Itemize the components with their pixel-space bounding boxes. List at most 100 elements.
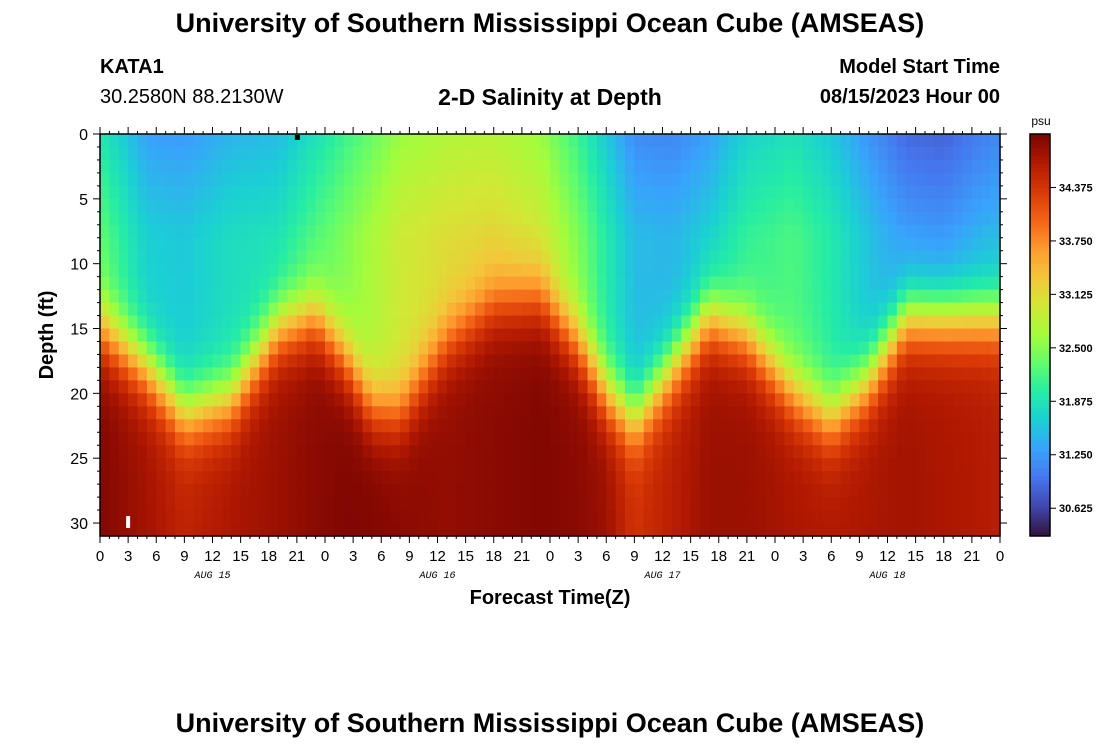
heatmap-cell xyxy=(784,471,795,485)
heatmap-cell xyxy=(587,419,598,433)
heatmap-cell xyxy=(371,211,382,226)
heatmap-cell xyxy=(756,289,767,304)
heatmap-cell xyxy=(428,237,439,252)
heatmap-cell xyxy=(175,510,185,524)
heatmap-cell xyxy=(343,302,354,317)
heatmap-cell xyxy=(531,445,542,459)
heatmap-cell xyxy=(953,471,964,485)
heatmap-cell xyxy=(700,458,710,472)
heatmap-cell xyxy=(343,159,354,174)
heatmap-cell xyxy=(934,302,945,317)
heatmap-cell xyxy=(381,315,392,330)
heatmap-cell xyxy=(550,237,560,252)
heatmap-cell xyxy=(540,419,551,433)
heatmap-cell xyxy=(353,432,364,446)
heatmap-cell xyxy=(718,289,729,304)
heatmap-cell xyxy=(662,497,673,511)
heatmap-cell xyxy=(250,250,260,265)
heatmap-cell xyxy=(512,354,523,369)
heatmap-cell xyxy=(390,315,401,330)
heatmap-cell xyxy=(925,263,935,278)
heatmap-cell xyxy=(212,146,223,161)
heatmap-cell xyxy=(212,172,223,187)
heatmap-cell xyxy=(906,289,917,304)
heatmap-cell xyxy=(250,185,260,200)
heatmap-cell xyxy=(915,497,926,511)
heatmap-cell xyxy=(250,172,260,187)
x-tick-label: 9 xyxy=(405,548,413,565)
heatmap-cell xyxy=(925,523,935,537)
heatmap-cell xyxy=(568,419,579,433)
heatmap-cell xyxy=(859,276,870,291)
heatmap-cell xyxy=(821,146,832,161)
heatmap-cell xyxy=(896,328,907,343)
heatmap-cell xyxy=(146,523,157,537)
heatmap-cell xyxy=(915,393,926,407)
heatmap-cell xyxy=(746,315,757,330)
heatmap-cell xyxy=(990,315,1001,330)
heatmap-cell xyxy=(146,432,157,446)
heatmap-cell xyxy=(259,484,270,498)
heatmap-cell xyxy=(325,380,335,394)
heatmap-cell xyxy=(278,328,289,343)
heatmap-cell xyxy=(193,458,204,472)
heatmap-cell xyxy=(428,159,439,174)
heatmap-cell xyxy=(325,354,335,369)
heatmap-cell xyxy=(390,497,401,511)
heatmap-cell xyxy=(184,250,195,265)
heatmap-cell xyxy=(915,419,926,433)
heatmap-cell xyxy=(146,315,157,330)
heatmap-cell xyxy=(615,315,626,330)
heatmap-cell xyxy=(343,393,354,407)
heatmap-cell xyxy=(887,341,898,356)
heatmap-cell xyxy=(212,497,223,511)
heatmap-cell xyxy=(803,198,814,213)
station-id: KATA1 xyxy=(100,56,164,78)
heatmap-cell xyxy=(212,445,223,459)
heatmap-cell xyxy=(175,406,185,420)
heatmap-cell xyxy=(887,497,898,511)
heatmap-cell xyxy=(221,159,232,174)
heatmap-cell xyxy=(990,224,1001,239)
heatmap-cell xyxy=(709,510,720,524)
heatmap-cell xyxy=(456,341,467,356)
heatmap-cell xyxy=(446,393,457,407)
heatmap-cell xyxy=(465,224,476,239)
heatmap-cell xyxy=(850,250,860,265)
heatmap-cell xyxy=(400,341,410,356)
heatmap-cell xyxy=(925,458,935,472)
heatmap-cell xyxy=(390,289,401,304)
heatmap-cell xyxy=(775,250,785,265)
heatmap-cell xyxy=(353,497,364,511)
heatmap-cell xyxy=(981,159,992,174)
heatmap-cell xyxy=(306,393,317,407)
heatmap-cell xyxy=(671,471,682,485)
heatmap-cell xyxy=(137,497,148,511)
heatmap-cell xyxy=(503,237,514,252)
heatmap-cell xyxy=(465,341,476,356)
heatmap-cell xyxy=(821,393,832,407)
heatmap-cell xyxy=(990,419,1001,433)
heatmap-cell xyxy=(821,354,832,369)
heatmap-cell xyxy=(578,328,589,343)
heatmap-cell xyxy=(831,367,842,381)
heatmap-cell xyxy=(878,484,889,498)
heatmap-cell xyxy=(587,393,598,407)
heatmap-cell xyxy=(212,250,223,265)
heatmap-cell xyxy=(709,211,720,226)
heatmap-cell xyxy=(784,458,795,472)
heatmap-cell xyxy=(615,198,626,213)
heatmap-cell xyxy=(540,198,551,213)
heatmap-cell xyxy=(821,159,832,174)
x-axis-label: Forecast Time(Z) xyxy=(470,587,631,609)
heatmap-cell xyxy=(634,185,645,200)
heatmap-cell xyxy=(568,367,579,381)
heatmap-cell xyxy=(550,146,560,161)
heatmap-cell xyxy=(850,406,860,420)
heatmap-cell xyxy=(906,523,917,537)
heatmap-cell xyxy=(662,250,673,265)
heatmap-cell xyxy=(146,497,157,511)
heatmap-cell xyxy=(653,224,664,239)
heatmap-cell xyxy=(465,276,476,291)
heatmap-cell xyxy=(259,445,270,459)
